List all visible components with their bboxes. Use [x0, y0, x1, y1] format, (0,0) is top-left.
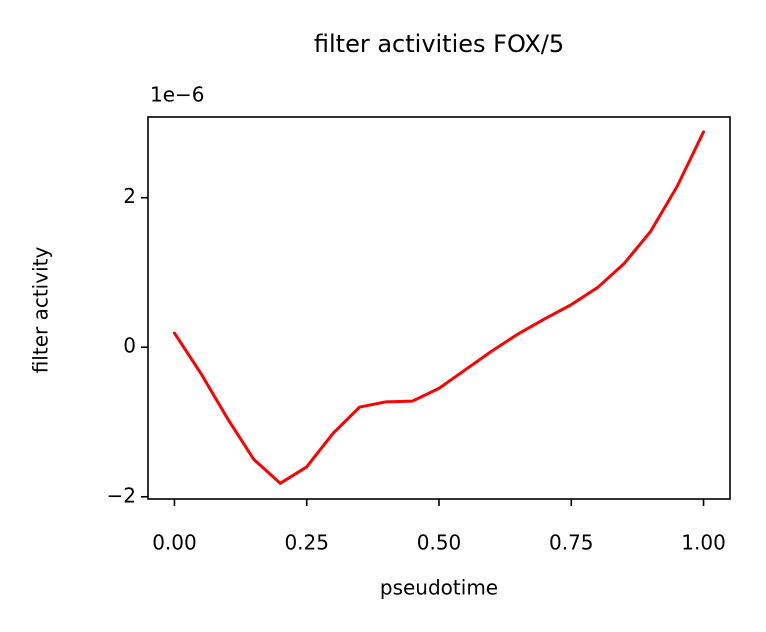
x-tick-label: 1.00 [681, 531, 726, 555]
plot-frame [147, 116, 731, 500]
y-offset-label: 1e−6 [150, 83, 205, 107]
x-axis-label: pseudotime [380, 576, 498, 600]
y-tick-label: −2 [107, 483, 136, 507]
y-tick-label: 2 [123, 184, 136, 208]
line [172, 130, 706, 485]
x-tick-label: 0.00 [152, 531, 197, 555]
chart-title: filter activities FOX/5 [314, 30, 564, 58]
y-tick-label: 0 [123, 334, 136, 358]
x-tick-label: 0.75 [549, 531, 594, 555]
x-tick-label: 0.25 [284, 531, 329, 555]
y-axis-label: filter activity [29, 247, 53, 374]
x-tick-label: 0.50 [417, 531, 462, 555]
